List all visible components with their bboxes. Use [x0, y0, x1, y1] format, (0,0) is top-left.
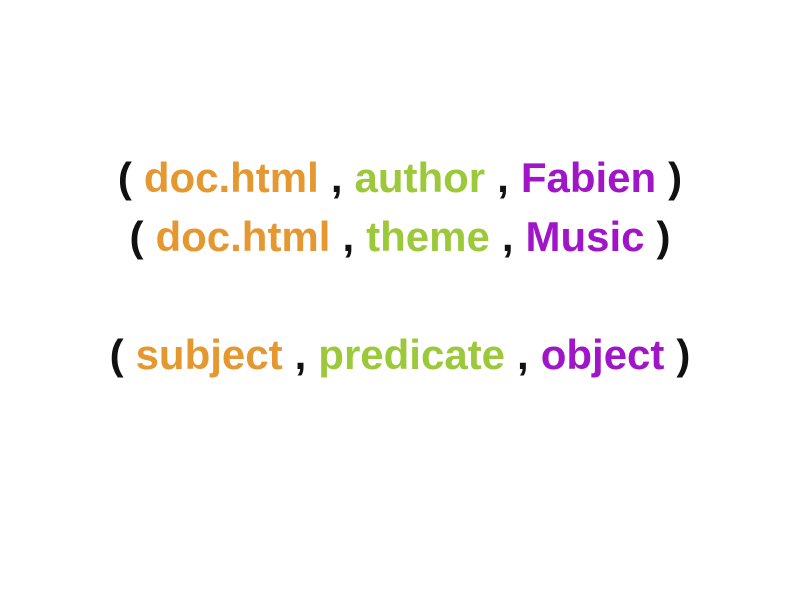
triple-3: (subject, predicate, object): [0, 330, 800, 380]
open-paren: (: [109, 331, 124, 378]
triple-1: (doc.html, author, Fabien): [0, 153, 800, 203]
predicate-term: author: [354, 154, 486, 201]
separator: ,: [294, 331, 307, 378]
open-paren: (: [129, 213, 144, 260]
object-term: Music: [525, 213, 645, 260]
close-paren: ): [668, 154, 683, 201]
object-term: Fabien: [520, 154, 657, 201]
close-paren: ): [656, 213, 671, 260]
separator: ,: [501, 213, 514, 260]
object-term: object: [540, 331, 665, 378]
predicate-term: predicate: [318, 331, 506, 378]
separator: ,: [497, 154, 509, 201]
separator: ,: [342, 213, 355, 260]
separator: ,: [517, 331, 529, 378]
separator: ,: [330, 154, 343, 201]
predicate-term: theme: [366, 213, 490, 260]
subject-term: subject: [135, 331, 283, 378]
subject-term: doc.html: [155, 213, 331, 260]
open-paren: (: [117, 154, 132, 201]
subject-term: doc.html: [143, 154, 319, 201]
close-paren: ): [676, 331, 691, 378]
triple-2: (doc.html, theme, Music): [0, 212, 800, 262]
